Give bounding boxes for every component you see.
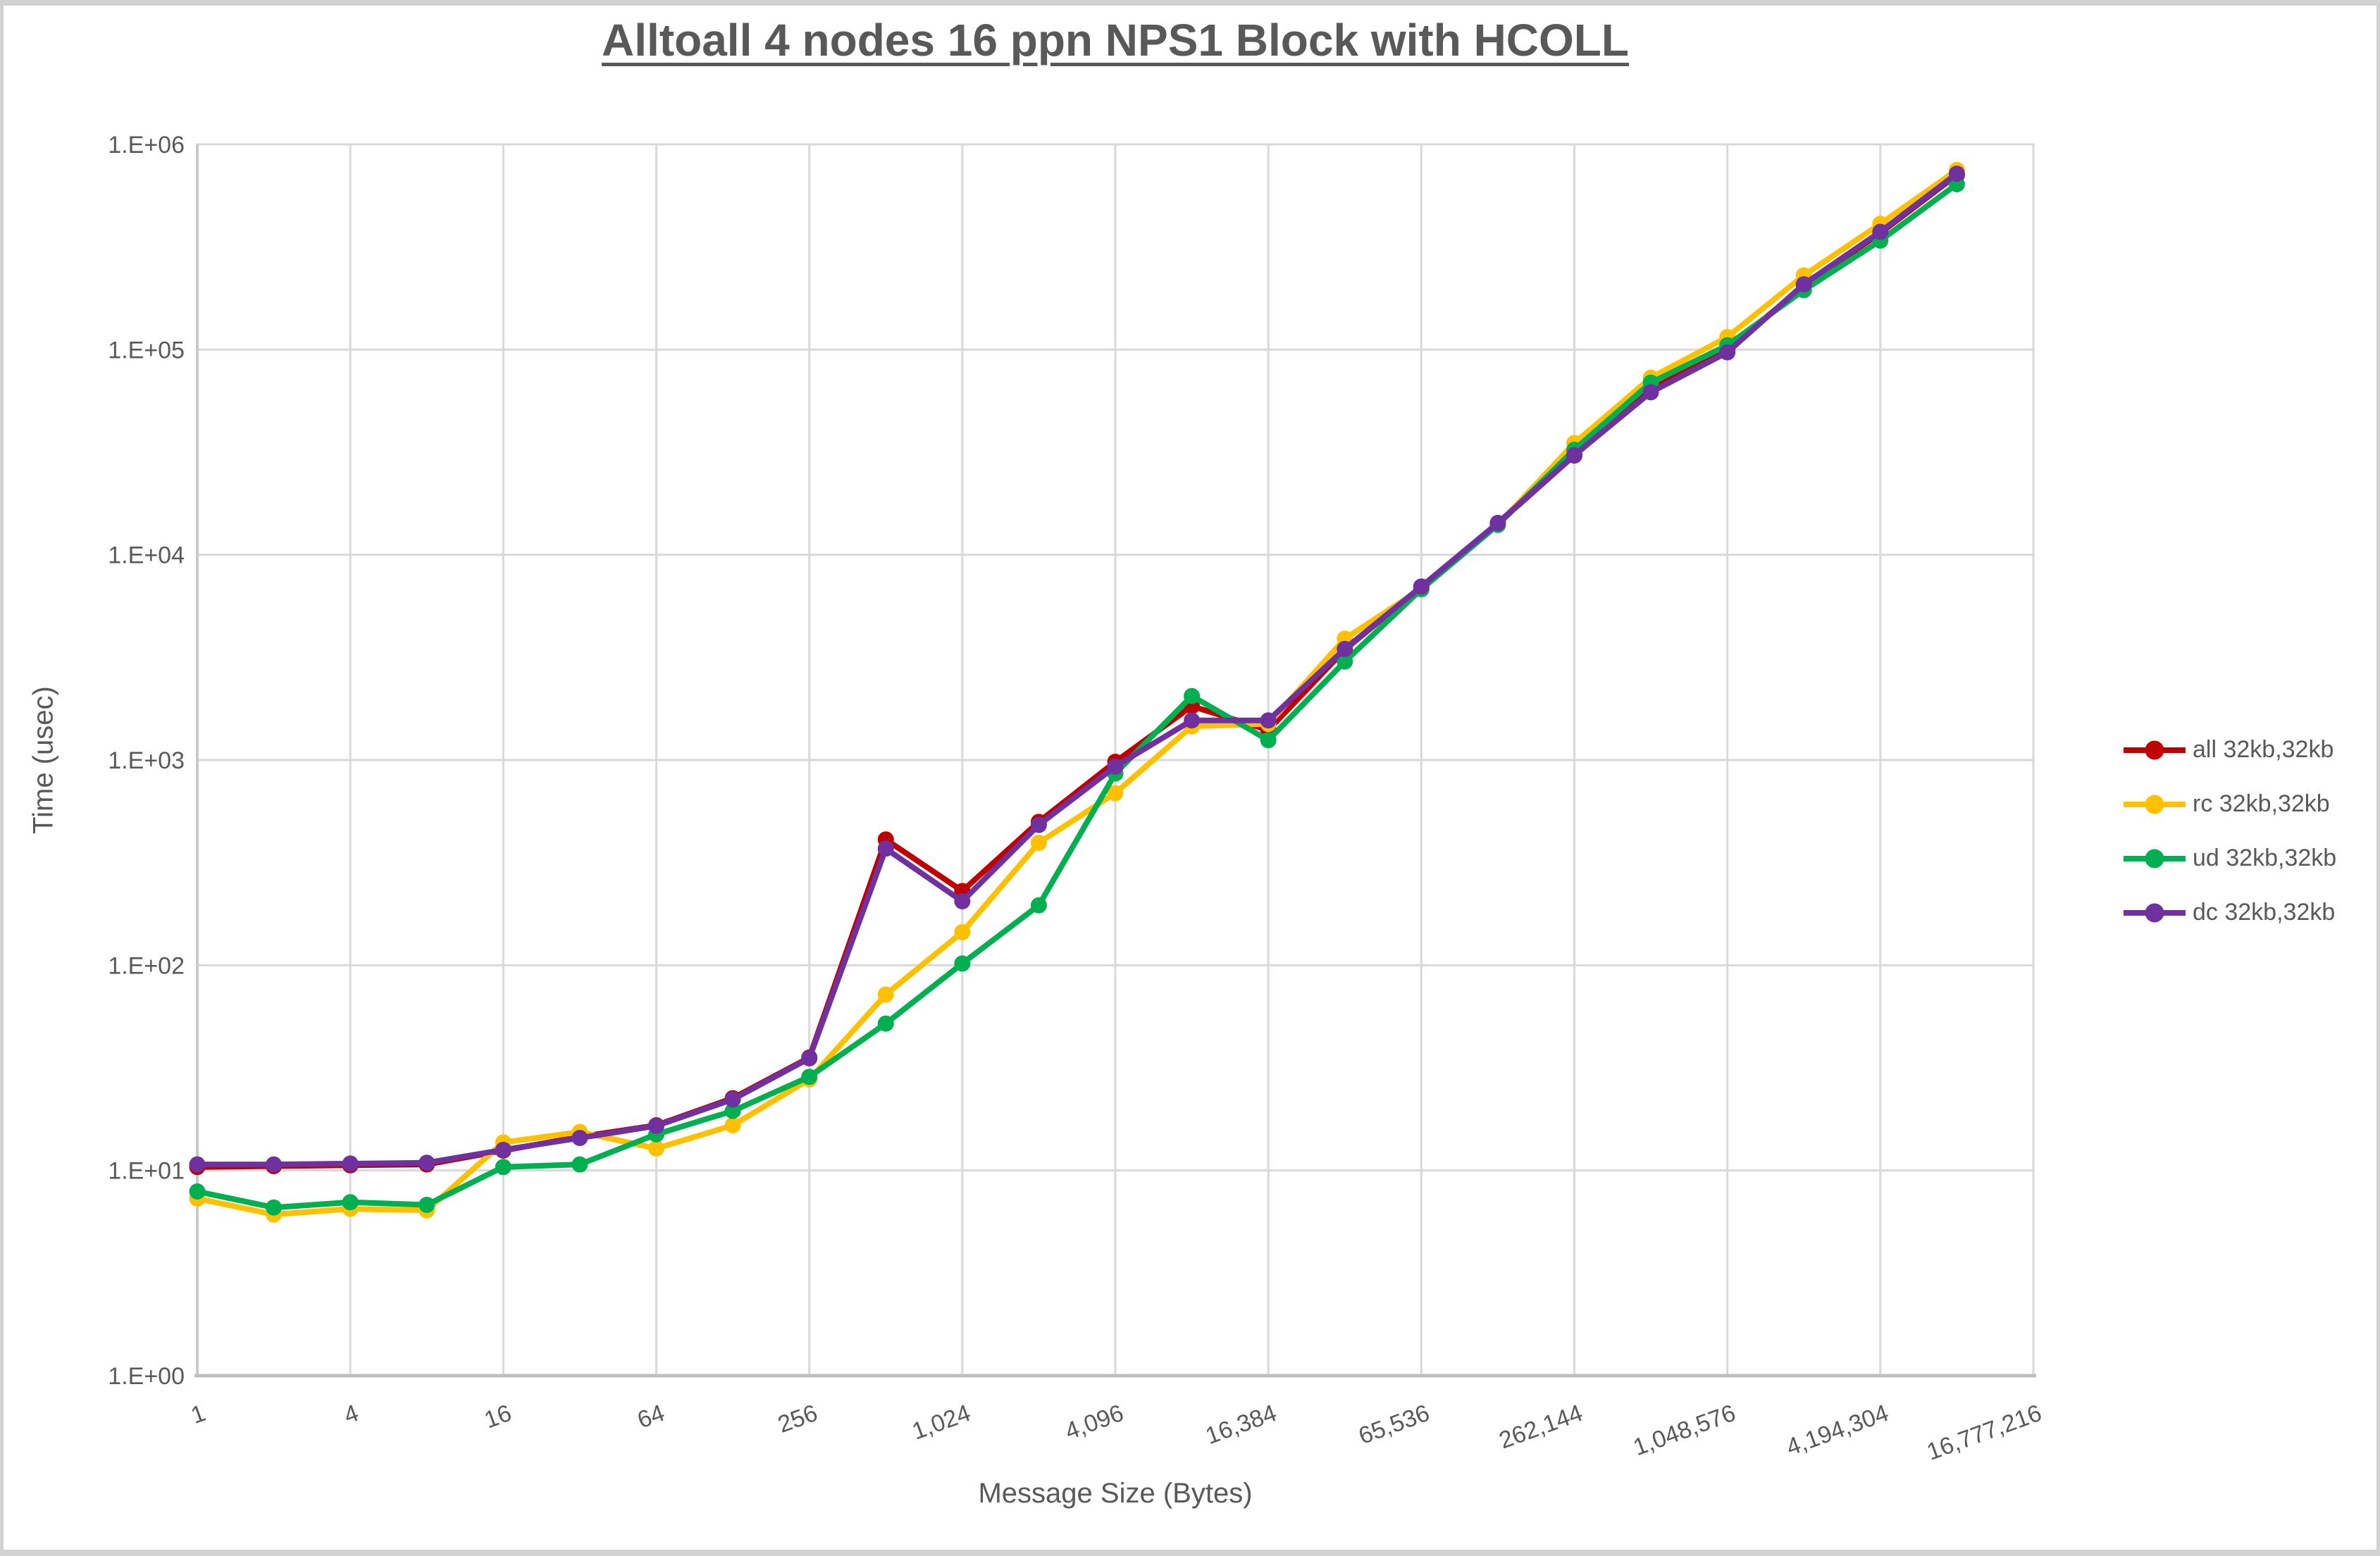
x-tick-label: 64 xyxy=(634,1400,669,1434)
legend-item-dc[interactable]: dc 32kb,32kb xyxy=(2122,885,2336,940)
series-marker-ud xyxy=(1184,687,1201,704)
legend-line-marker-icon xyxy=(2122,902,2187,924)
series-marker-dc xyxy=(1872,223,1889,240)
series-marker-ud xyxy=(266,1199,283,1216)
legend-line-marker-icon xyxy=(2122,739,2187,761)
window-edge-top xyxy=(0,0,2380,6)
series-marker-dc xyxy=(1489,514,1506,531)
series-marker-dc xyxy=(1260,712,1277,729)
series-line-ud xyxy=(194,181,1960,1211)
y-tick-label: 1.E+01 xyxy=(108,1158,185,1185)
x-tick-label: 1,048,576 xyxy=(1630,1400,1739,1461)
y-tick-label: 1.E+05 xyxy=(108,337,185,363)
window-edge-right xyxy=(2376,0,2380,1556)
chart-title: Alltoall 4 nodes 16 ppn NPS1 Block with … xyxy=(602,15,1629,66)
series-marker-dc xyxy=(801,1050,818,1066)
series-marker-dc xyxy=(1030,816,1047,833)
legend-item-ud[interactable]: ud 32kb,32kb xyxy=(2122,831,2336,885)
series-marker-dc xyxy=(1642,384,1659,401)
series-marker-ud xyxy=(1337,653,1353,670)
series-marker-dc xyxy=(419,1154,435,1171)
y-tick-label: 1.E+06 xyxy=(108,132,185,158)
series-marker-ud xyxy=(877,1015,894,1032)
legend-item-rc[interactable]: rc 32kb,32kb xyxy=(2122,777,2336,831)
x-tick-label: 4,096 xyxy=(1062,1400,1127,1445)
series-marker-ud xyxy=(419,1196,435,1213)
series-marker-dc xyxy=(1795,276,1812,293)
series-marker-ud xyxy=(189,1183,206,1200)
series-marker-dc xyxy=(877,840,894,857)
x-tick-label: 16 xyxy=(481,1400,516,1434)
series-marker-ud xyxy=(495,1159,512,1176)
window-edge-left xyxy=(0,0,4,1556)
legend-line-marker-icon xyxy=(2122,793,2187,816)
x-tick-label: 256 xyxy=(774,1400,821,1438)
x-tick-label: 4,194,304 xyxy=(1783,1400,1892,1461)
series-marker-dc xyxy=(1107,758,1124,775)
x-tick-label: 16,777,216 xyxy=(1923,1400,2045,1466)
series-marker-ud xyxy=(1260,732,1277,749)
series-marker-dc xyxy=(495,1141,512,1158)
legend: all 32kb,32kb rc 32kb,32kb ud 32kb,32kb xyxy=(2122,723,2336,940)
legend-item-label: rc 32kb,32kb xyxy=(2193,790,2330,817)
series-line-all xyxy=(194,172,1960,1170)
legend-item-label: all 32kb,32kb xyxy=(2193,736,2334,763)
series-marker-dc xyxy=(189,1156,206,1173)
series-marker-dc xyxy=(1337,640,1353,657)
series-line-rc xyxy=(194,167,1960,1218)
series-marker-ud xyxy=(571,1156,588,1173)
y-tick-label: 1.E+03 xyxy=(108,747,185,774)
x-tick-label: 16,384 xyxy=(1202,1400,1280,1450)
series-marker-dc xyxy=(954,893,971,910)
window-edge-bottom xyxy=(0,1550,2380,1556)
series-marker-rc xyxy=(648,1140,664,1157)
x-axis-title: Message Size (Bytes) xyxy=(978,1478,1253,1509)
series-marker-dc xyxy=(1184,712,1201,729)
y-tick-label: 1.E+00 xyxy=(108,1363,185,1390)
x-tick-label: 1 xyxy=(187,1400,209,1429)
series-marker-dc xyxy=(1719,344,1736,361)
series-marker-dc xyxy=(1948,166,1965,182)
series-line-dc xyxy=(194,170,1960,1168)
series-marker-dc xyxy=(724,1091,741,1108)
series-marker-dc xyxy=(266,1156,283,1173)
legend-item-all[interactable]: all 32kb,32kb xyxy=(2122,723,2336,777)
x-tick-label: 65,536 xyxy=(1355,1400,1433,1450)
x-tick-label: 4 xyxy=(340,1400,362,1429)
x-tick-label: 1,024 xyxy=(909,1400,974,1445)
series-marker-dc xyxy=(342,1155,359,1172)
legend-item-label: dc 32kb,32kb xyxy=(2193,899,2336,926)
series-marker-rc xyxy=(1030,835,1047,852)
series-marker-ud xyxy=(801,1069,818,1085)
series-marker-dc xyxy=(1566,447,1582,463)
series-marker-rc xyxy=(877,986,894,1003)
series-marker-rc xyxy=(954,923,971,940)
series-marker-dc xyxy=(648,1117,664,1134)
series-marker-dc xyxy=(571,1130,588,1147)
series-marker-rc xyxy=(724,1117,741,1134)
legend-item-label: ud 32kb,32kb xyxy=(2193,845,2337,871)
series-marker-ud xyxy=(1030,897,1047,914)
series-marker-ud xyxy=(954,955,971,972)
legend-line-marker-icon xyxy=(2122,847,2187,870)
series-marker-ud xyxy=(342,1194,359,1211)
y-tick-label: 1.E+04 xyxy=(108,542,185,569)
x-tick-label: 262,144 xyxy=(1496,1400,1586,1455)
y-tick-label: 1.E+02 xyxy=(108,952,185,979)
series-marker-ud xyxy=(724,1102,741,1119)
series-marker-rc xyxy=(1107,785,1124,802)
series-marker-dc xyxy=(1413,578,1430,595)
